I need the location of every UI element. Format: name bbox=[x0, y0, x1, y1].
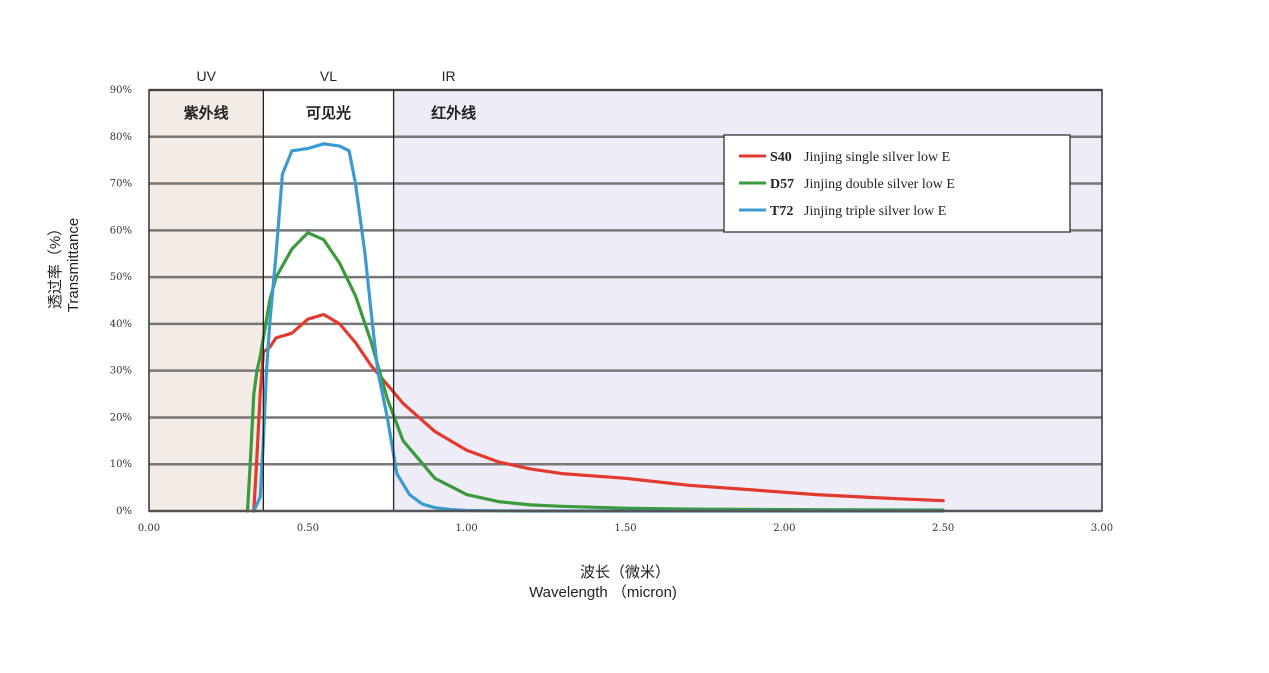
legend-label-s40: Jinjing single silver low E bbox=[804, 150, 950, 165]
y-tick-label: 50% bbox=[110, 272, 132, 283]
x-axis-label-cn: 波长（微米） bbox=[580, 564, 670, 581]
plot-frame bbox=[148, 89, 1103, 513]
region-label-cn-ir: 红外线 bbox=[431, 104, 476, 122]
x-tick-label: 3.00 bbox=[1091, 523, 1113, 534]
y-axis-label: Transmittance bbox=[65, 218, 82, 312]
x-tick-label: 2.50 bbox=[932, 523, 954, 534]
x-tick-label: 0.50 bbox=[297, 523, 319, 534]
y-tick-label: 0% bbox=[116, 506, 132, 517]
y-tick-label: 20% bbox=[110, 412, 132, 423]
y-tick-label: 60% bbox=[110, 225, 132, 236]
series-line-d57 bbox=[245, 231, 945, 513]
region-label-cn-uv: 紫外线 bbox=[184, 104, 229, 122]
y-tick-label: 40% bbox=[110, 319, 132, 330]
x-tick-label: 1.00 bbox=[456, 523, 478, 534]
y-tick-label: 30% bbox=[110, 366, 132, 377]
y-tick-label: 70% bbox=[110, 179, 132, 190]
legend-label-d57: Jinjing double silver low E bbox=[804, 177, 955, 192]
region-vl-band bbox=[263, 90, 394, 511]
region-label-vl: VL bbox=[320, 68, 337, 84]
region-label-uv: UV bbox=[196, 68, 216, 84]
y-tick-label: 90% bbox=[110, 85, 132, 96]
region-label-ir: IR bbox=[442, 68, 456, 84]
legend-code-d57: D57 bbox=[770, 177, 794, 192]
legend-code-s40: S40 bbox=[770, 150, 792, 165]
x-tick-label: 0.00 bbox=[138, 523, 160, 534]
legend-label-t72: Jinjing triple silver low E bbox=[804, 204, 946, 219]
region-label-cn-vl: 可见光 bbox=[306, 104, 351, 122]
tick-labels: 0% 10% 20% 30% 40% 50% 60% 70% 80% 90% 0.00 0.50 1.0… bbox=[110, 85, 1113, 534]
y-tick-label: 10% bbox=[110, 459, 132, 470]
legend-code-t72: T72 bbox=[770, 204, 793, 219]
x-axis-label: Wavelength （micron) bbox=[529, 584, 677, 601]
legend-box bbox=[723, 134, 1071, 233]
region-uv-band bbox=[149, 90, 264, 511]
legend: S40 Jinjing single silver low E D57 Jinjing… bbox=[723, 134, 1071, 233]
x-tick-label: 1.50 bbox=[614, 523, 636, 534]
x-tick-label: 2.00 bbox=[773, 523, 795, 534]
y-tick-label: 80% bbox=[110, 132, 132, 143]
y-axis-label-cn: 透过率（%） bbox=[47, 221, 64, 309]
